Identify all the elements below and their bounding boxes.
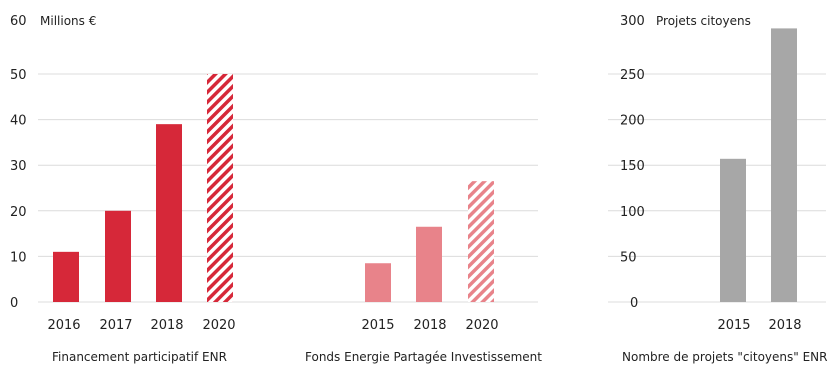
bar-2018 <box>771 28 797 303</box>
x-tick-label: 2018 <box>768 318 801 333</box>
x-tick-label: 2020 <box>465 318 498 333</box>
bar-2018 <box>416 226 442 302</box>
y-tick-label-left: 10 <box>10 250 27 265</box>
bar-2017 <box>105 210 131 302</box>
chart-caption: Fonds Energie Partagée Investissement <box>305 350 542 364</box>
y-tick-label-left: 20 <box>10 205 27 220</box>
chart-caption: Financement participatif ENR <box>52 350 227 364</box>
x-tick-label: 2015 <box>717 318 750 333</box>
y-tick-label-right: 300 <box>620 14 645 29</box>
y-axis-unit-left: Millions € <box>40 14 96 28</box>
bar-2020-projection <box>468 181 494 302</box>
chart-caption: Nombre de projets "citoyens" ENR <box>622 350 828 364</box>
bar-2018 <box>156 124 182 302</box>
y-tick-label-left: 50 <box>10 68 27 83</box>
bar-2015 <box>720 158 746 302</box>
y-tick-label-right: 0 <box>630 296 638 311</box>
y-tick-label-left: 40 <box>10 114 27 129</box>
x-tick-label: 2018 <box>150 318 183 333</box>
y-tick-label-left: 30 <box>10 159 27 174</box>
y-tick-label-right: 250 <box>620 68 645 83</box>
bar-2020-projection <box>207 74 233 302</box>
x-tick-label: 2020 <box>202 318 235 333</box>
y-tick-label-right: 150 <box>620 159 645 174</box>
x-tick-label: 2018 <box>413 318 446 333</box>
x-tick-label: 2015 <box>361 318 394 333</box>
y-tick-label-right: 50 <box>620 250 637 265</box>
bar-2015 <box>365 263 391 302</box>
y-tick-label-right: 200 <box>620 114 645 129</box>
y-axis-unit-right: Projets citoyens <box>656 14 751 28</box>
y-tick-label-left: 0 <box>10 296 18 311</box>
y-tick-label-left: 60 <box>10 14 27 29</box>
x-tick-label: 2017 <box>99 318 132 333</box>
bar-2016 <box>53 251 79 302</box>
y-tick-label-right: 100 <box>620 205 645 220</box>
x-tick-label: 2016 <box>47 318 80 333</box>
